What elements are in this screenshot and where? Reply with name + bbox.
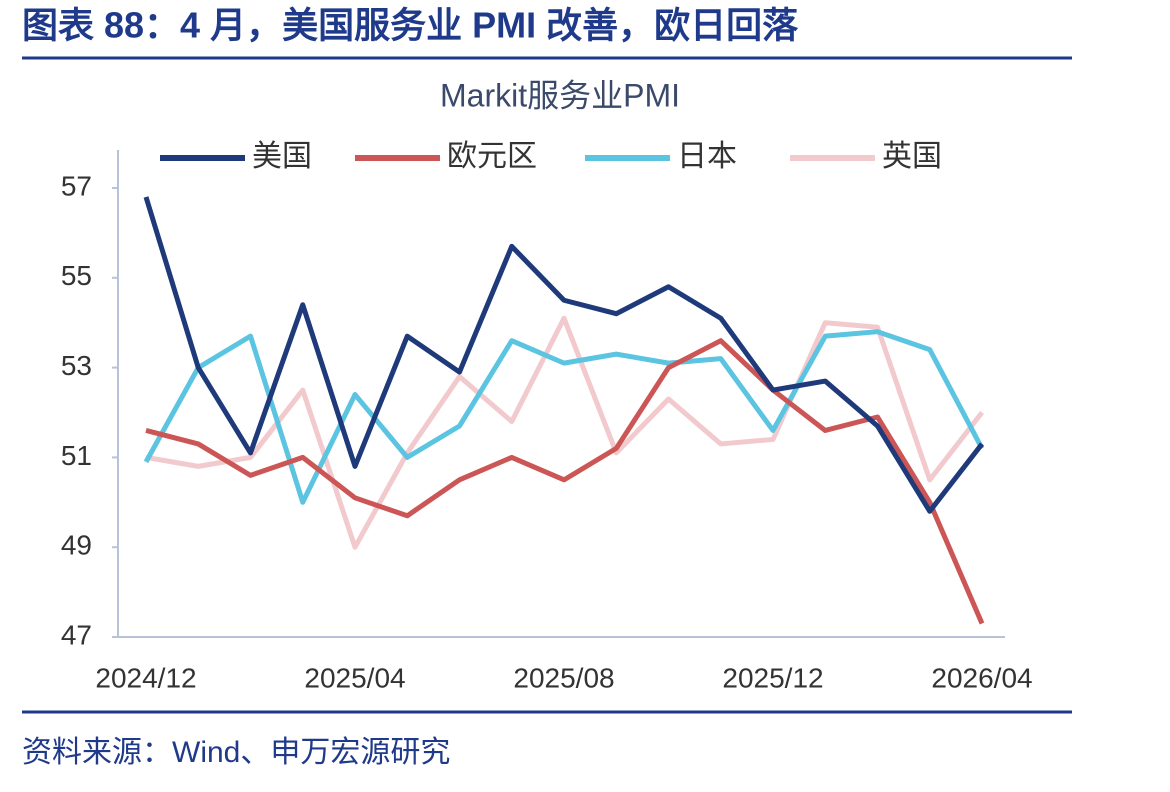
x-tick-label: 2025/08 [513, 662, 614, 693]
legend-label: 美国 [252, 140, 312, 173]
x-tick-label: 2025/04 [304, 662, 405, 693]
x-tick-label: 2024/12 [95, 662, 196, 693]
series-line [145, 338, 985, 625]
y-tick-label: 49 [61, 530, 92, 561]
y-tick-label: 55 [61, 260, 92, 291]
chart-title: Markit服务业PMI [440, 77, 680, 113]
legend-label: 英国 [882, 140, 942, 173]
y-tick-label: 51 [61, 440, 92, 471]
legend-label: 欧元区 [447, 140, 537, 173]
series-line [143, 329, 985, 505]
legend-label: 日本 [677, 140, 737, 173]
series-line [143, 196, 984, 514]
y-tick-label: 47 [61, 619, 92, 650]
series-line [145, 315, 984, 550]
y-tick-label: 57 [61, 170, 92, 201]
header-title: 图表 88：4 月，美国服务业 PMI 改善，欧日回落 [22, 5, 799, 46]
y-tick-label: 53 [61, 350, 92, 381]
x-tick-label: 2025/12 [722, 662, 823, 693]
x-tick-label: 2026/04 [931, 662, 1032, 693]
source: 资料来源：Wind、申万宏源研究 [22, 736, 450, 769]
